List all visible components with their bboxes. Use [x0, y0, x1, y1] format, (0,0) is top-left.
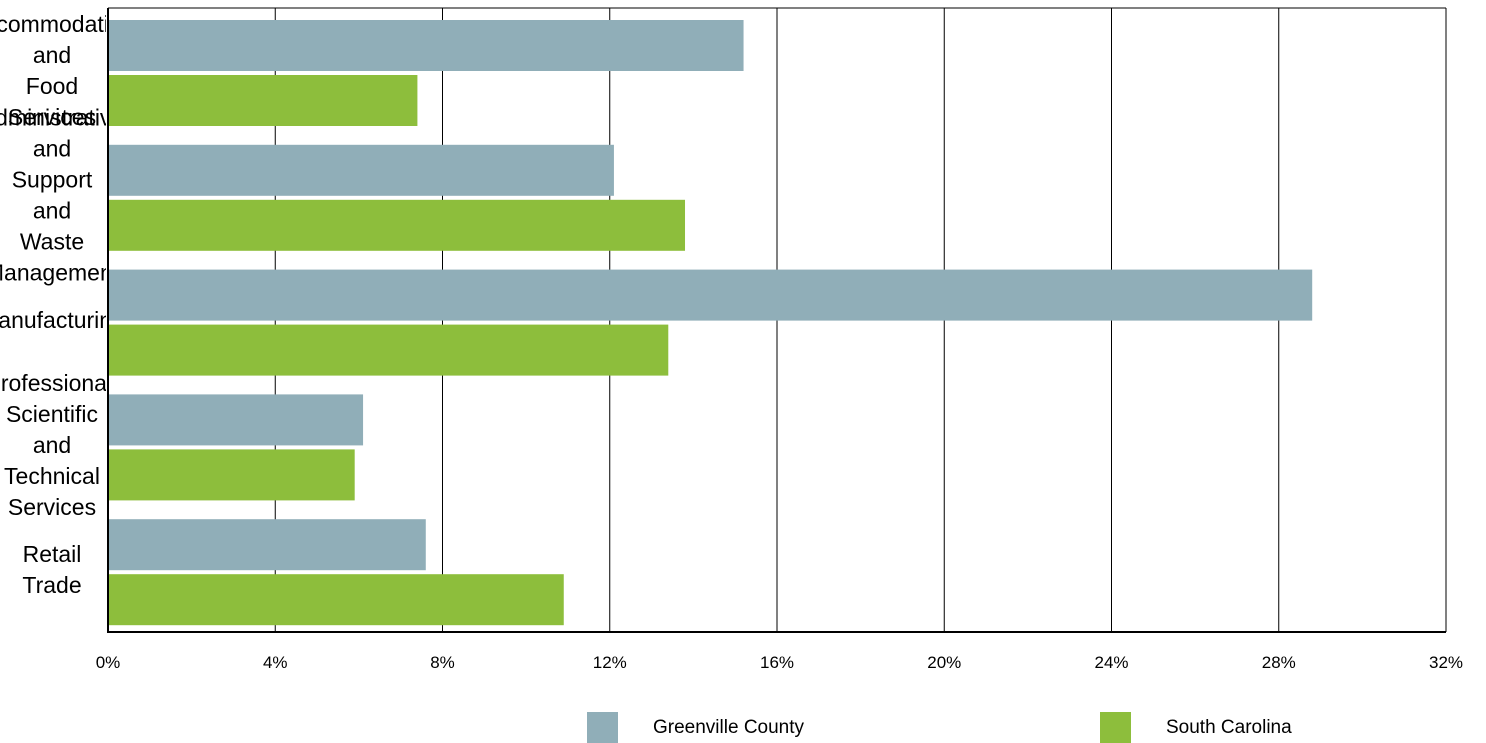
category-labels: AccommodationandFoodServicesAdministrati…: [0, 11, 134, 598]
bar-greenville-county-accommodation-and-food-services: [108, 20, 744, 71]
bar-greenville-county-professional-scientific-and-technical-services: [108, 394, 364, 446]
legend-label-greenville-county: Greenville County: [653, 716, 805, 738]
category-label-administrative-and-support-and-waste-management: AdministrativeandSupportandWasteManageme…: [0, 105, 124, 286]
x-tick-label: 24%: [1094, 653, 1128, 672]
x-tick-labels: 0% 4% 8% 12% 16% 20% 24% 28% 32%: [96, 653, 1463, 672]
legend-label-south-carolina: South Carolina: [1166, 716, 1292, 738]
x-tick-label: 12%: [593, 653, 627, 672]
legend-swatch-south-carolina: [1100, 712, 1131, 743]
category-label-manufacturing: Manufacturing: [0, 307, 125, 333]
category-label-accommodation-and-food-services: AccommodationandFoodServices: [0, 11, 134, 130]
x-tick-label: 16%: [760, 653, 794, 672]
bar-south-carolina-accommodation-and-food-services: [108, 75, 418, 126]
x-tick-label: 32%: [1429, 653, 1463, 672]
x-tick-label: 0%: [96, 653, 121, 672]
bars-group: [108, 20, 1313, 626]
bar-greenville-county-manufacturing: [108, 269, 1313, 321]
bar-south-carolina-retail-trade: [108, 574, 564, 626]
x-tick-label: 8%: [430, 653, 455, 672]
category-label-retail-trade: Retail Trade: [22, 541, 81, 598]
bar-south-carolina-administrative-and-support-and-waste-management: [108, 199, 686, 251]
bar-greenville-county-administrative-and-support-and-waste-management: [108, 144, 614, 196]
legend-swatch-greenville-county: [587, 712, 618, 743]
legend-item-south-carolina: South Carolina: [1100, 712, 1292, 743]
axes-group: [107, 8, 1446, 633]
legend-item-greenville-county: Greenville County: [587, 712, 804, 743]
bar-chart: 0% 4% 8% 12% 16% 20% 24% 28% 32% Accommodationan…: [0, 7, 1463, 672]
category-label-professional-scientific-and-technical-services: Professional,ScientificandTechnicalServi…: [0, 370, 118, 520]
x-tick-label: 28%: [1262, 653, 1296, 672]
bar-greenville-county-retail-trade: [108, 519, 426, 571]
bar-south-carolina-manufacturing: [108, 324, 669, 376]
legend: Greenville County South Carolina: [0, 712, 1486, 743]
x-tick-label: 4%: [263, 653, 288, 672]
x-tick-label: 20%: [927, 653, 961, 672]
bar-south-carolina-professional-scientific-and-technical-services: [108, 449, 355, 501]
